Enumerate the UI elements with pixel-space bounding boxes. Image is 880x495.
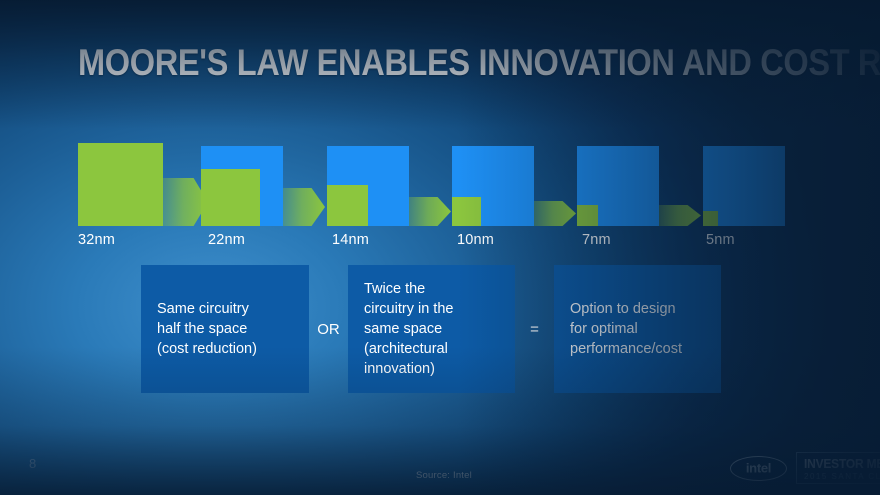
circuitry-square-22nm [201, 169, 260, 226]
statement-box-optimal-design: Option to design for optimal performance… [554, 265, 721, 393]
node-label-32nm: 32nm [78, 232, 116, 248]
source-note: Source: Intel [416, 470, 472, 481]
intel-logo-icon: intel [730, 455, 787, 481]
node-label-5nm: 5nm [706, 232, 735, 248]
node-label-7nm: 7nm [582, 232, 611, 248]
circuitry-square-7nm [577, 205, 598, 226]
scaling-arrow-icon-14nm [409, 197, 451, 226]
circuitry-square-5nm [703, 211, 718, 226]
connector-equals: = [530, 321, 539, 338]
node-label-22nm: 22nm [208, 232, 246, 248]
footer-logo: intel INVESTOR MEETING 2015 SANTA CLARA [730, 452, 880, 484]
node-label-10nm: 10nm [457, 232, 495, 248]
connector-or: OR [317, 321, 340, 338]
page-number: 8 [29, 456, 37, 471]
event-title: INVESTOR MEETING [804, 456, 880, 471]
statement-box-cost-reduction-text: Same circuitry half the space (cost redu… [157, 301, 257, 357]
circuitry-square-14nm [327, 185, 368, 226]
scaling-arrow-icon-10nm [534, 201, 576, 226]
scaling-arrow-icon-22nm [283, 188, 325, 226]
intel-wordmark: intel [745, 460, 772, 475]
node-label-14nm: 14nm [332, 232, 370, 248]
statement-box-optimal-design-text: Option to design for optimal performance… [570, 301, 683, 357]
circuitry-square-10nm [452, 197, 481, 226]
statement-box-architectural-innovation: Twice the circuitry in the same space (a… [348, 265, 515, 393]
statement-box-architectural-innovation-text: Twice the circuitry in the same space (a… [364, 281, 454, 377]
moores-law-scaling-diagram: 32nm 22nm 14nm 10nm 7nm 5nm [78, 143, 785, 248]
event-badge: INVESTOR MEETING 2015 SANTA CLARA [796, 452, 880, 484]
scaling-arrow-icon-7nm [659, 205, 701, 226]
circuitry-square-32nm [78, 143, 163, 226]
statement-box-cost-reduction: Same circuitry half the space (cost redu… [141, 265, 309, 393]
event-subtitle: 2015 SANTA CLARA [804, 472, 880, 481]
